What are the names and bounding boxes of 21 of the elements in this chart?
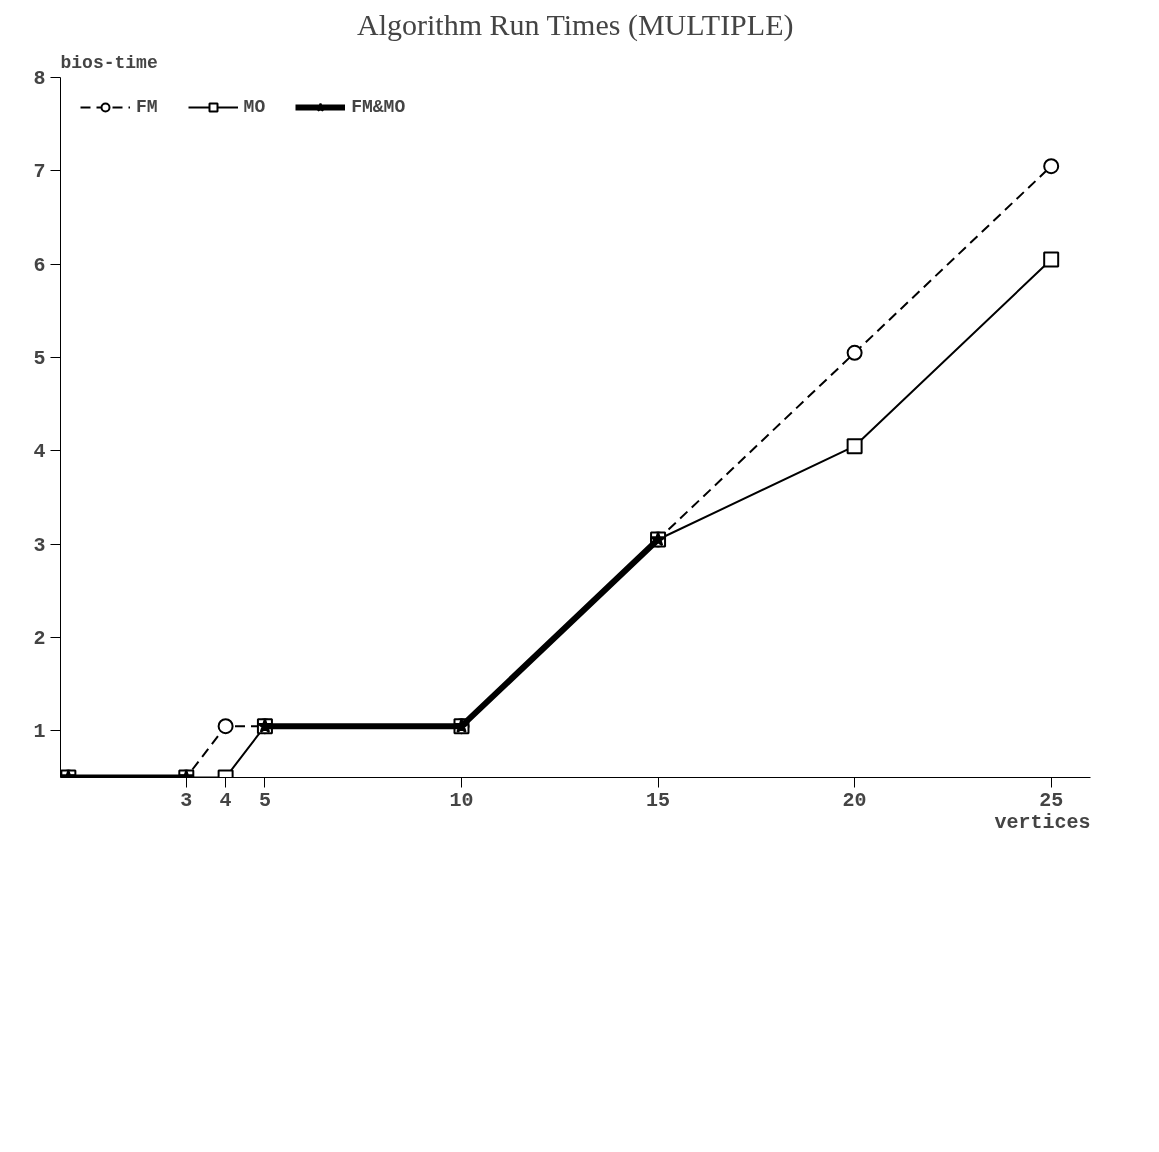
x-axis-title: vertices bbox=[994, 810, 1091, 834]
legend-label: FM&MO bbox=[351, 97, 406, 117]
x-tick-label: 4 bbox=[219, 788, 232, 812]
x-tick-label: 3 bbox=[180, 788, 193, 812]
x-tick-label: 25 bbox=[1039, 788, 1064, 812]
y-tick-label: 7 bbox=[33, 160, 46, 184]
chart-title: Algorithm Run Times (MULTIPLE) bbox=[357, 7, 794, 42]
x-tick-label: 5 bbox=[258, 788, 271, 812]
x-tick-label: 15 bbox=[646, 788, 671, 812]
x-tick-label: 20 bbox=[842, 788, 867, 812]
y-tick-label: 8 bbox=[33, 67, 46, 90]
y-tick-label: 3 bbox=[33, 533, 46, 557]
legend-label: FM bbox=[136, 97, 158, 117]
legend-label: MO bbox=[243, 97, 266, 117]
y-tick-label: 6 bbox=[33, 253, 46, 277]
y-tick-label: 2 bbox=[33, 627, 46, 650]
x-tick-label: 10 bbox=[449, 788, 474, 812]
y-tick-label: 4 bbox=[33, 440, 46, 464]
y-tick-label: 1 bbox=[33, 720, 46, 744]
y-tick-label: 5 bbox=[33, 347, 46, 370]
y-axis-title: bios-time bbox=[60, 52, 158, 73]
